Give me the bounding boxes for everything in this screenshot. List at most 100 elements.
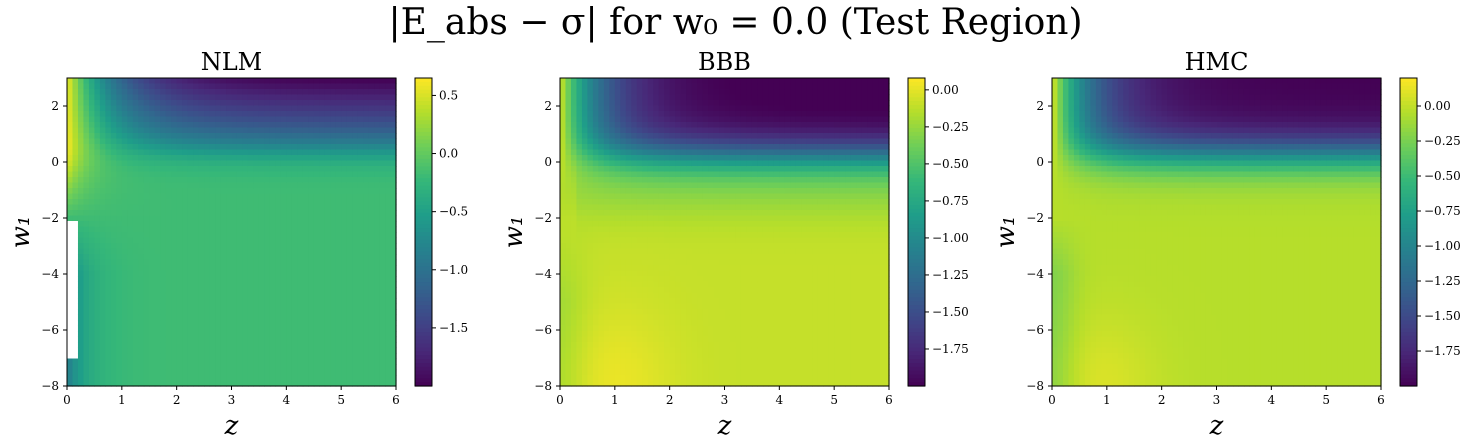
heatmap-cell (154, 314, 161, 321)
heatmap-cell (620, 320, 627, 327)
heatmap-cell (176, 215, 183, 222)
heatmap-cell (374, 215, 381, 222)
heatmap-cell (236, 149, 244, 156)
heatmap-cell (658, 182, 665, 189)
heatmap-cell (603, 226, 610, 233)
heatmap-cell (121, 303, 128, 310)
heatmap-cell (614, 182, 621, 189)
heatmap-cell (647, 270, 654, 277)
heatmap-cell (647, 155, 654, 162)
heatmap-cell (154, 259, 161, 266)
heatmap-cell (631, 127, 638, 134)
heatmap-cell (160, 375, 167, 382)
heatmap-cell (280, 336, 287, 343)
heatmap-cell (231, 232, 238, 239)
heatmap-cell (352, 331, 359, 338)
heatmap-cell (187, 369, 194, 376)
heatmap-cell (72, 116, 79, 123)
heatmap-cell (570, 336, 578, 343)
colorbar-segment (415, 135, 432, 141)
heatmap-cell (313, 78, 320, 85)
heatmap-cell (83, 193, 90, 200)
heatmap-cell (680, 226, 687, 233)
heatmap-cell (154, 226, 161, 233)
heatmap-cell (215, 358, 222, 365)
heatmap-cell (226, 375, 233, 382)
heatmap-cell (275, 276, 282, 283)
heatmap-cell (143, 133, 150, 140)
heatmap-cell (269, 287, 276, 294)
heatmap-cell (664, 127, 671, 134)
heatmap-cell (187, 215, 194, 222)
heatmap-cell (138, 83, 145, 90)
heatmap-cell (357, 127, 364, 134)
heatmap-cell (636, 353, 643, 360)
heatmap-cell (330, 155, 337, 162)
heatmap-cell (297, 105, 304, 112)
heatmap-cell (603, 248, 610, 255)
heatmap-cell (302, 298, 309, 305)
heatmap-cell (335, 309, 342, 316)
heatmap-cell (231, 182, 238, 189)
heatmap-cell (636, 226, 643, 233)
heatmap-cell (636, 270, 643, 277)
heatmap-cell (72, 336, 79, 343)
heatmap-cell (165, 325, 172, 332)
heatmap-cell (576, 375, 583, 382)
heatmap-cell (560, 364, 567, 371)
heatmap-cell (236, 380, 244, 387)
heatmap-cell (609, 160, 616, 167)
heatmap-cell (346, 177, 353, 184)
heatmap-cell (374, 144, 381, 151)
heatmap-cell (297, 199, 304, 206)
heatmap-cell (247, 166, 255, 173)
heatmap-cell (324, 358, 331, 365)
heatmap-cell (171, 221, 178, 228)
heatmap-cell (363, 127, 370, 134)
heatmap-cell (110, 325, 117, 332)
heatmap-cell (581, 138, 589, 145)
colorbar-segment (415, 289, 432, 295)
heatmap-cell (636, 265, 643, 272)
heatmap-cell (346, 204, 353, 211)
colorbar-segment (415, 155, 432, 160)
heatmap-cell (242, 215, 249, 222)
heatmap-cell (187, 171, 194, 178)
heatmap-cell (149, 325, 156, 332)
heatmap-cell (686, 133, 693, 140)
heatmap-cell (88, 89, 96, 96)
heatmap-cell (297, 188, 304, 195)
heatmap-cell (620, 83, 627, 90)
heatmap-cell (165, 155, 172, 162)
heatmap-cell (680, 298, 687, 305)
heatmap-cell (570, 149, 578, 156)
heatmap-cell (319, 215, 326, 222)
heatmap-cell (625, 78, 632, 85)
heatmap-cell (653, 138, 660, 145)
heatmap-cell (587, 342, 594, 349)
heatmap-cell (247, 138, 255, 145)
heatmap-cell (636, 375, 643, 382)
heatmap-cell (171, 320, 178, 327)
heatmap-cell (220, 248, 227, 255)
heatmap-cell (67, 149, 74, 156)
heatmap-cell (247, 133, 255, 140)
heatmap-cell (598, 83, 605, 90)
heatmap-cell (341, 353, 348, 360)
heatmap-cell (308, 292, 315, 299)
heatmap-cell (341, 248, 348, 255)
heatmap-cell (171, 199, 178, 206)
heatmap-cell (105, 83, 112, 90)
heatmap-cell (603, 270, 610, 277)
heatmap-cell (220, 353, 227, 360)
heatmap-cell (658, 270, 665, 277)
heatmap-cell (280, 166, 287, 173)
heatmap-cell (72, 210, 79, 217)
heatmap-cell (581, 210, 589, 217)
heatmap-cell (231, 259, 238, 266)
heatmap-cell (253, 380, 260, 387)
heatmap-cell (631, 292, 638, 299)
heatmap-cell (105, 204, 112, 211)
heatmap-cell (264, 331, 271, 338)
heatmap-cell (335, 347, 342, 354)
